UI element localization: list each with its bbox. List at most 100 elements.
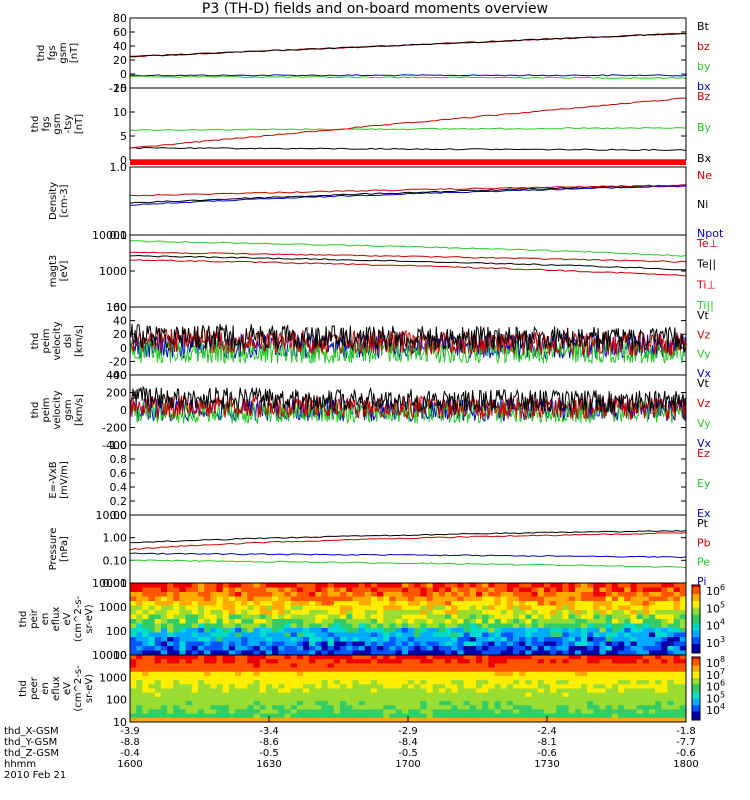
x-tick-label: -1.8 bbox=[676, 726, 696, 737]
heatmap-cell bbox=[377, 713, 384, 719]
heatmap-cell bbox=[624, 592, 631, 597]
heatmap-cell bbox=[475, 717, 483, 723]
heatmap-cell bbox=[661, 650, 668, 656]
heatmap-cell bbox=[587, 709, 594, 715]
heatmap-cell bbox=[500, 688, 508, 694]
heatmap-cell bbox=[278, 641, 285, 647]
heatmap-cell bbox=[160, 610, 168, 615]
heatmap-cell bbox=[352, 671, 360, 677]
heatmap-cell bbox=[136, 632, 143, 638]
heatmap-cell bbox=[154, 605, 162, 611]
heatmap-cell bbox=[451, 601, 458, 606]
heatmap-cell bbox=[432, 684, 440, 689]
heatmap-cell bbox=[648, 605, 656, 611]
heatmap-cell bbox=[197, 717, 205, 723]
heatmap-cell bbox=[364, 675, 372, 681]
heatmap-cell bbox=[309, 688, 316, 694]
heatmap-cell bbox=[358, 646, 366, 651]
heatmap-cell bbox=[401, 601, 409, 606]
heatmap-cell bbox=[179, 587, 187, 593]
heatmap-cell bbox=[506, 646, 514, 651]
heatmap-cell bbox=[457, 696, 465, 702]
heatmap-cell bbox=[191, 680, 199, 685]
heatmap-cell bbox=[296, 632, 304, 638]
heatmap-cell bbox=[222, 684, 230, 689]
heatmap-cell bbox=[414, 587, 421, 593]
heatmap-cell bbox=[130, 671, 137, 677]
heatmap-cell bbox=[272, 671, 279, 677]
heatmap-cell bbox=[408, 705, 415, 710]
heatmap-cell bbox=[197, 713, 205, 719]
heatmap-cell bbox=[587, 646, 594, 651]
colorbar-segment bbox=[692, 632, 700, 636]
heatmap-cell bbox=[655, 641, 662, 647]
heatmap-cell bbox=[383, 637, 390, 642]
heatmap-cell bbox=[488, 610, 495, 615]
heatmap-cell bbox=[445, 688, 452, 694]
x-tick-label: 1800 bbox=[673, 759, 698, 770]
heatmap-cell bbox=[408, 667, 415, 673]
heatmap-cell bbox=[432, 605, 440, 611]
heatmap-cell bbox=[679, 601, 687, 606]
heatmap-cell bbox=[173, 688, 180, 694]
heatmap-cell bbox=[599, 637, 607, 642]
heatmap-cell bbox=[624, 623, 631, 629]
heatmap-cell bbox=[160, 655, 168, 660]
heatmap-cell bbox=[580, 663, 588, 669]
colorbar-segment bbox=[692, 682, 700, 685]
heatmap-cell bbox=[587, 684, 594, 689]
heatmap-cell bbox=[154, 614, 162, 620]
heatmap-cell bbox=[506, 614, 514, 620]
heatmap-cell bbox=[241, 646, 248, 651]
heatmap-cell bbox=[679, 675, 687, 681]
heatmap-cell bbox=[395, 641, 403, 647]
heatmap-cell bbox=[599, 692, 607, 698]
heatmap-cell bbox=[469, 701, 477, 706]
heatmap-cell bbox=[543, 696, 551, 702]
heatmap-cell bbox=[167, 696, 174, 702]
heatmap-cell bbox=[488, 684, 495, 689]
heatmap-cell bbox=[667, 717, 675, 723]
heatmap-cell bbox=[679, 619, 687, 624]
y-tick-label: 40 bbox=[113, 315, 127, 328]
heatmap-cell bbox=[272, 701, 279, 706]
heatmap-cell bbox=[525, 605, 533, 611]
heatmap-cell bbox=[216, 623, 224, 629]
heatmap-cell bbox=[278, 650, 285, 656]
heatmap-cell bbox=[438, 680, 446, 685]
heatmap-cell bbox=[160, 641, 168, 647]
heatmap-cell bbox=[537, 667, 545, 673]
heatmap-cell bbox=[655, 667, 662, 673]
heatmap-cell bbox=[309, 675, 316, 681]
heatmap-cell bbox=[154, 659, 162, 664]
heatmap-cell bbox=[228, 605, 236, 611]
heatmap-cell bbox=[550, 701, 557, 706]
heatmap-cell bbox=[593, 667, 601, 673]
heatmap-cell bbox=[346, 667, 353, 673]
heatmap-cell bbox=[290, 637, 298, 642]
heatmap-cell bbox=[278, 667, 285, 673]
heatmap-cell bbox=[327, 692, 335, 698]
y-axis-label: [nT] bbox=[74, 114, 85, 134]
heatmap-cell bbox=[550, 605, 557, 611]
heatmap-cell bbox=[611, 623, 619, 629]
heatmap-cell bbox=[661, 701, 668, 706]
heatmap-cell bbox=[204, 659, 211, 664]
heatmap-cell bbox=[469, 684, 477, 689]
heatmap-cell bbox=[259, 650, 267, 656]
heatmap-cell bbox=[272, 596, 279, 602]
heatmap-cell bbox=[370, 659, 378, 664]
heatmap-cell bbox=[136, 614, 143, 620]
heatmap-cell bbox=[482, 675, 489, 681]
heatmap-cell bbox=[426, 592, 434, 597]
heatmap-cell bbox=[550, 684, 557, 689]
heatmap-cell bbox=[278, 680, 285, 685]
heatmap-cell bbox=[611, 692, 619, 698]
heatmap-cell bbox=[469, 646, 477, 651]
heatmap-cell bbox=[531, 684, 539, 689]
heatmap-cell bbox=[438, 709, 446, 715]
heatmap-cell bbox=[414, 696, 421, 702]
heatmap-cell bbox=[574, 623, 582, 629]
heatmap-cell bbox=[160, 619, 168, 624]
heatmap-cell bbox=[290, 671, 298, 677]
